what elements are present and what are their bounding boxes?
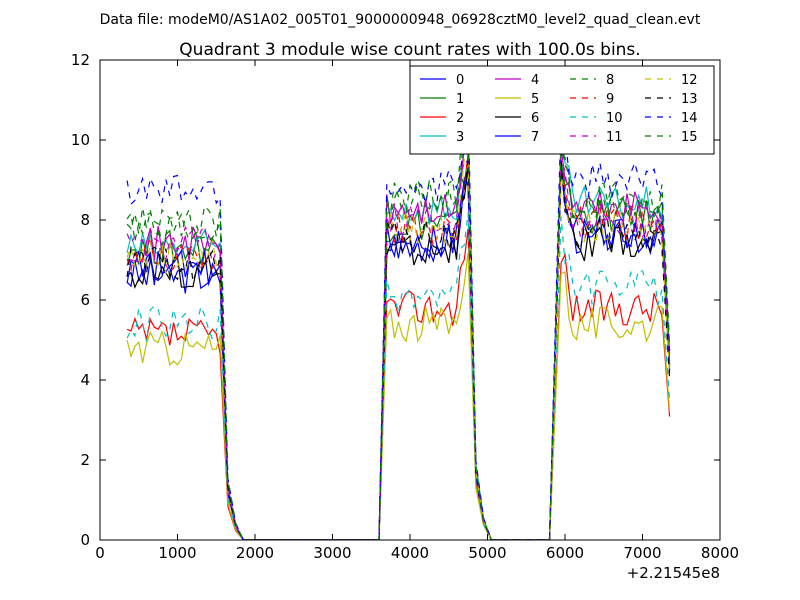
x-tick-label: 0 [95,544,105,562]
x-tick-label: 6000 [546,544,584,562]
legend-label: 10 [606,111,623,126]
legend-label: 15 [681,130,698,145]
y-tick-label: 0 [80,531,90,549]
series-line-11 [126,158,671,540]
series-line-13 [126,159,671,540]
legend-label: 7 [531,130,539,145]
x-tick-label: 5000 [468,544,506,562]
x-tick-label: 7000 [623,544,661,562]
legend-label: 3 [456,130,464,145]
legend-label: 14 [681,111,698,126]
y-tick-label: 2 [80,451,90,469]
legend-label: 2 [456,111,464,126]
series-line-9 [126,154,671,540]
legend-label: 13 [681,92,698,107]
series-line-8 [126,130,671,540]
series-line-4 [127,143,671,540]
y-tick-label: 10 [71,131,90,149]
series-line-5 [126,252,671,540]
series-line-6 [126,166,671,540]
legend-label: 11 [606,130,623,145]
series-line-15 [126,133,671,540]
x-tick-label: 1000 [158,544,196,562]
x-tick-label: 8000 [701,544,739,562]
series-line-12 [126,157,671,540]
y-tick-label: 8 [80,211,90,229]
x-offset-label: +2.21545e8 [627,564,720,582]
series-line-14 [126,102,671,540]
legend-label: 6 [531,111,539,126]
legend-box [409,65,715,155]
legend-label: 4 [531,73,539,88]
legend-label: 8 [606,73,614,88]
legend-label: 1 [456,92,464,107]
series-line-10 [126,212,671,540]
legend-label: 0 [456,73,464,88]
y-tick-label: 4 [80,371,90,389]
x-tick-label: 4000 [391,544,429,562]
legend-label: 12 [681,73,698,88]
x-tick-label: 3000 [313,544,351,562]
x-tick-label: 2000 [236,544,274,562]
legend-label: 9 [606,92,614,107]
figure-suptitle: Data file: modeM0/AS1A02_005T01_90000009… [100,12,701,28]
legend-label: 5 [531,92,539,107]
y-tick-label: 12 [71,51,90,69]
chart-title: Quadrant 3 module wise count rates with … [179,40,640,60]
series-layer [126,102,671,540]
x-axis: 0 1000 2000 3000 4000 5000 6000 7000 8000 [95,60,739,562]
y-tick-label: 6 [80,291,90,309]
series-line-2 [126,228,671,540]
